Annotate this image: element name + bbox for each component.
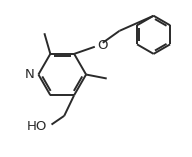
- Text: HO: HO: [27, 120, 48, 133]
- Text: N: N: [25, 68, 34, 81]
- Text: O: O: [97, 39, 108, 52]
